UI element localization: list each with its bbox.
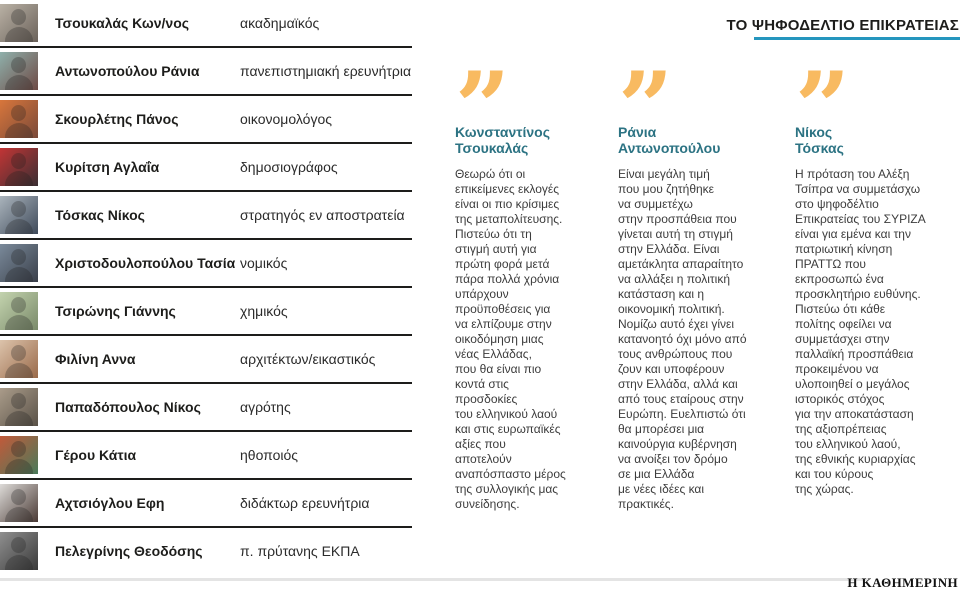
- candidate-profession: π. πρύτανης ΕΚΠΑ: [240, 543, 360, 559]
- candidate-photo: [0, 244, 38, 282]
- candidate-profession: πανεπιστημιακή ερευνήτρια: [240, 63, 412, 79]
- quote-text: Η πρόταση του Αλέξη Τσίπρα να συμμετάσχω…: [795, 167, 926, 496]
- candidate-profession: νομικός: [240, 255, 288, 271]
- page-title: ΤΟ ΨΗΦΟΔΕΛΤΙΟ ΕΠΙΚΡΑΤΕΙΑΣ: [726, 17, 959, 34]
- candidate-photo: [0, 52, 38, 90]
- quote-column: ” Ράνια Αντωνοπούλου Είναι μεγάλη τιμή π…: [618, 51, 780, 512]
- candidate-profession: στρατηγός εν αποστρατεία: [240, 207, 405, 223]
- candidate-photo: [0, 4, 38, 42]
- candidate-name: Παπαδόπουλος Νίκος: [55, 399, 201, 415]
- candidate-name: Χριστοδουλοπούλου Τασία: [55, 255, 236, 271]
- ballot-row: Κυρίτση Αγλαΐα δημοσιογράφος: [0, 144, 412, 192]
- ballot-row: Γέρου Κάτια ηθοποιός: [0, 432, 412, 480]
- quote-column: ” Κωνσταντίνος Τσουκαλάς Θεωρώ ότι οι επ…: [455, 51, 607, 512]
- ballot-row: Αντωνοπούλου Ράνια πανεπιστημιακή ερευνή…: [0, 48, 412, 96]
- candidate-name: Πελεγρίνης Θεοδόσης: [55, 543, 203, 559]
- quote-text: Θεωρώ ότι οι επικείμενες εκλογές είναι ο…: [455, 167, 566, 511]
- quote-icon: ”: [795, 51, 850, 164]
- quote-text: Είναι μεγάλη τιμή που μου ζητήθηκε να συ…: [618, 167, 747, 511]
- ballot-row: Πελεγρίνης Θεοδόσης π. πρύτανης ΕΚΠΑ: [0, 528, 412, 574]
- footer-rule: [0, 578, 868, 581]
- ballot-row: Τσουκαλάς Κων/νος ακαδημαϊκός: [0, 0, 412, 48]
- candidate-photo: [0, 148, 38, 186]
- quote-icon: ”: [618, 51, 673, 164]
- candidate-name: Φιλίνη Αννα: [55, 351, 136, 367]
- candidate-photo: [0, 436, 38, 474]
- candidate-profession: χημικός: [240, 303, 288, 319]
- brand-logo: Η ΚΑΘΗΜΕΡΙΝΗ: [847, 575, 958, 590]
- candidate-name: Σκουρλέτης Πάνος: [55, 111, 179, 127]
- ballot-row: Παπαδόπουλος Νίκος αγρότης: [0, 384, 412, 432]
- candidate-profession: διδάκτωρ ερευνήτρια: [240, 495, 370, 511]
- ballot-row: Χριστοδουλοπούλου Τασία νομικός: [0, 240, 412, 288]
- candidate-name: Αχτσιόγλου Εφη: [55, 495, 165, 511]
- quote-author: Κωνσταντίνος Τσουκαλάς: [455, 124, 550, 156]
- ballot-row: Αχτσιόγλου Εφη διδάκτωρ ερευνήτρια: [0, 480, 412, 528]
- candidate-photo: [0, 532, 38, 570]
- quote-column: ” Νίκος Τόσκας Η πρόταση του Αλέξη Τσίπρ…: [795, 51, 957, 497]
- ballot-row: Σκουρλέτης Πάνος οικονομολόγος: [0, 96, 412, 144]
- ballot-row: Τόσκας Νίκος στρατηγός εν αποστρατεία: [0, 192, 412, 240]
- ballot-row: Φιλίνη Αννα αρχιτέκτων/εικαστικός: [0, 336, 412, 384]
- candidate-profession: ακαδημαϊκός: [240, 15, 320, 31]
- candidate-name: Τσουκαλάς Κων/νος: [55, 15, 190, 31]
- title-underline: [754, 37, 960, 40]
- quote-author: Ράνια Αντωνοπούλου: [618, 124, 721, 156]
- candidate-photo: [0, 340, 38, 378]
- candidate-profession: αρχιτέκτων/εικαστικός: [240, 351, 376, 367]
- ballot-list: Τσουκαλάς Κων/νος ακαδημαϊκός Αντωνοπούλ…: [0, 0, 412, 574]
- candidate-name: Τσιρώνης Γιάννης: [55, 303, 176, 319]
- candidate-profession: αγρότης: [240, 399, 291, 415]
- candidate-profession: δημοσιογράφος: [240, 159, 338, 175]
- candidate-photo: [0, 388, 38, 426]
- ballot-row: Τσιρώνης Γιάννης χημικός: [0, 288, 412, 336]
- candidate-profession: οικονομολόγος: [240, 111, 332, 127]
- candidate-profession: ηθοποιός: [240, 447, 299, 463]
- candidate-photo: [0, 484, 38, 522]
- candidate-name: Κυρίτση Αγλαΐα: [55, 159, 160, 175]
- candidate-photo: [0, 100, 38, 138]
- candidate-name: Γέρου Κάτια: [55, 447, 137, 463]
- candidate-name: Τόσκας Νίκος: [55, 207, 145, 223]
- candidate-photo: [0, 292, 38, 330]
- candidate-photo: [0, 196, 38, 234]
- quote-icon: ”: [455, 51, 510, 164]
- quote-author: Νίκος Τόσκας: [795, 124, 844, 156]
- candidate-name: Αντωνοπούλου Ράνια: [55, 63, 200, 79]
